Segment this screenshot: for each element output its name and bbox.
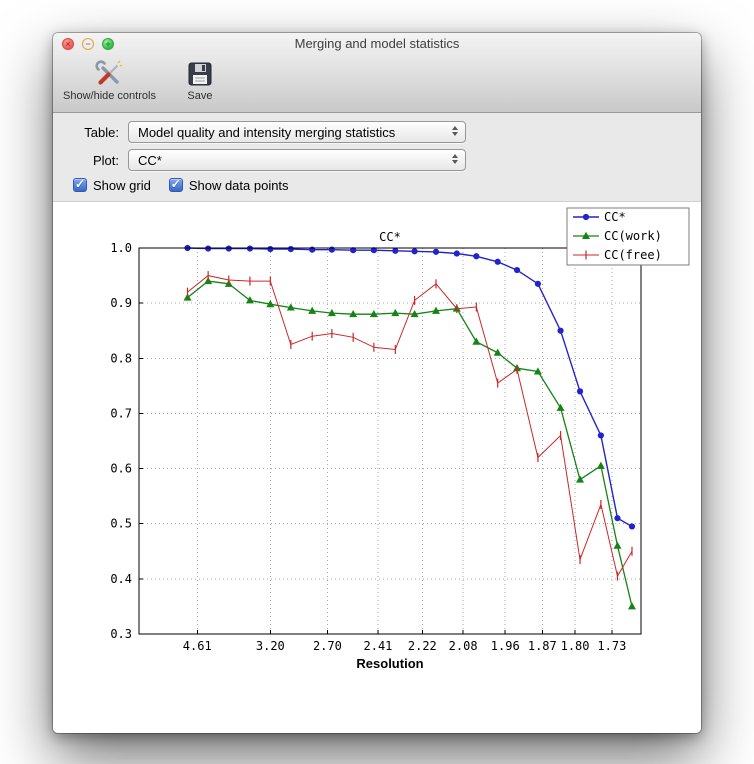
x-tick-label: 1.80 (561, 639, 590, 653)
zoom-button[interactable]: + (102, 38, 114, 50)
legend-label: CC(free) (604, 248, 662, 262)
show-hide-controls-label: Show/hide controls (63, 90, 156, 102)
legend-label: CC(work) (604, 229, 662, 243)
y-tick-label: 0.3 (110, 627, 132, 641)
plot-popup[interactable]: CC* (128, 149, 466, 171)
traffic-lights: × − + (62, 38, 114, 50)
x-tick-label: 3.20 (256, 639, 285, 653)
zoom-icon: + (105, 39, 111, 49)
x-tick-label: 1.96 (491, 639, 520, 653)
y-tick-label: 0.5 (110, 517, 132, 531)
y-tick-label: 0.4 (110, 572, 132, 586)
window-chrome: × − + Merging and model statistics Show/… (53, 33, 701, 113)
save-button[interactable]: Save (180, 60, 220, 102)
chart-xlabel: Resolution (356, 656, 423, 671)
plot-label: Plot: (92, 152, 119, 168)
show-grid-checkbox[interactable]: ✓ Show grid (73, 178, 151, 193)
checkmark-icon: ✓ (170, 177, 181, 191)
show-data-points-label: Show data points (188, 177, 289, 193)
tools-icon (95, 60, 123, 85)
figure-area: 4.61 3.20 2.70 2.41 2.22 2.08 1.96 1.87 1.80 1.73… (53, 202, 701, 733)
x-tick-label: 4.61 (183, 639, 212, 653)
chart-axis-labels: 4.61 3.20 2.70 2.41 2.22 2.08 1.96 1.87 1.80 1.73… (110, 230, 626, 653)
toolbar: Show/hide controls Save (53, 55, 701, 112)
popup-arrows-icon (452, 126, 458, 136)
checkbox-box: ✓ (73, 178, 87, 192)
chart-grid (139, 247, 641, 635)
close-icon: × (65, 39, 71, 49)
show-hide-controls-button[interactable]: Show/hide controls (63, 60, 156, 102)
titlebar[interactable]: × − + Merging and model statistics (53, 33, 701, 55)
save-icon (188, 62, 212, 86)
y-tick-label: 1.0 (110, 241, 132, 255)
app-window: × − + Merging and model statistics Show/… (53, 33, 701, 733)
chart-title: CC* (379, 230, 401, 244)
save-label: Save (187, 90, 213, 102)
chart-series (183, 244, 636, 610)
checkmark-icon: ✓ (74, 177, 86, 191)
minimize-icon: − (85, 39, 91, 49)
x-tick-label: 2.22 (408, 639, 437, 653)
controls-panel: Table: Model quality and intensity mergi… (53, 113, 701, 202)
show-data-points-checkbox[interactable]: ✓ Show data points (168, 177, 289, 193)
x-tick-label: 2.41 (364, 639, 393, 653)
x-tick-label: 1.73 (597, 639, 626, 653)
x-tick-label: 2.70 (313, 639, 342, 653)
show-grid-label: Show grid (93, 177, 151, 193)
y-tick-label: 0.7 (110, 406, 132, 420)
checkbox-box: ✓ (168, 177, 183, 192)
chart-legend: CC* CC(work) CC(free) (566, 207, 690, 266)
plot-popup-value: CC* (138, 152, 162, 168)
y-tick-label: 0.8 (110, 351, 132, 365)
close-button[interactable]: × (62, 38, 74, 50)
table-popup[interactable]: Model quality and intensity merging stat… (128, 121, 466, 143)
window-title: Merging and model statistics (294, 36, 460, 51)
legend-label: CC* (604, 210, 626, 224)
y-tick-label: 0.6 (110, 462, 132, 476)
table-label: Table: (84, 124, 119, 140)
y-tick-label: 0.9 (110, 296, 132, 310)
minimize-button[interactable]: − (82, 38, 94, 50)
x-tick-label: 2.08 (449, 639, 478, 653)
table-popup-value: Model quality and intensity merging stat… (138, 124, 396, 140)
chart-axis-ticks (139, 247, 613, 635)
chart: 4.61 3.20 2.70 2.41 2.22 2.08 1.96 1.87 1.80 1.73… (110, 207, 690, 671)
x-tick-label: 1.87 (528, 639, 557, 653)
chart-frame (138, 247, 642, 635)
popup-arrows-icon (452, 154, 458, 164)
